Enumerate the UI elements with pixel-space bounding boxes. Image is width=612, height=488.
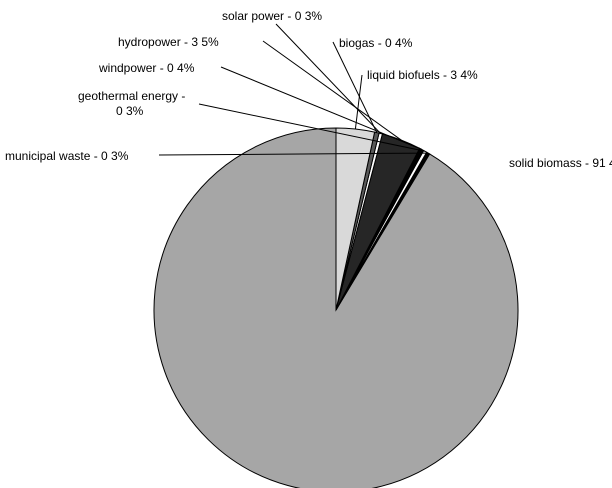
label-solar-power: solar power - 0 3% [222, 9, 322, 23]
pie-slices [153, 127, 519, 488]
leader-geothermal-energy [198, 103, 426, 152]
leader-lines [158, 23, 429, 156]
leader-windpower [220, 66, 422, 150]
leader-liquid-biofuels [354, 74, 363, 130]
slice-liquid-biofuels [335, 127, 376, 311]
label-hydropower: hydropower - 3 5% [118, 35, 219, 49]
leader-hydropower [262, 40, 402, 141]
label-municipal-waste: municipal waste - 0 3% [5, 149, 129, 163]
leader-municipal-waste [158, 152, 429, 156]
slice-labels: solid biomass - 91 4% municipal waste - 0… [5, 9, 612, 170]
label-windpower: windpower - 0 4% [98, 61, 195, 75]
label-geothermal-energy: geothermal energy -0 3% [78, 89, 185, 118]
label-liquid-biofuels: liquid biofuels - 3 4% [367, 68, 478, 82]
label-solid-biomass: solid biomass - 91 4% [509, 156, 612, 170]
leader-solar-power [275, 23, 382, 134]
leader-biogas [332, 41, 378, 133]
label-biogas: biogas - 0 4% [339, 36, 413, 50]
slice-solid-biomass [153, 127, 519, 488]
